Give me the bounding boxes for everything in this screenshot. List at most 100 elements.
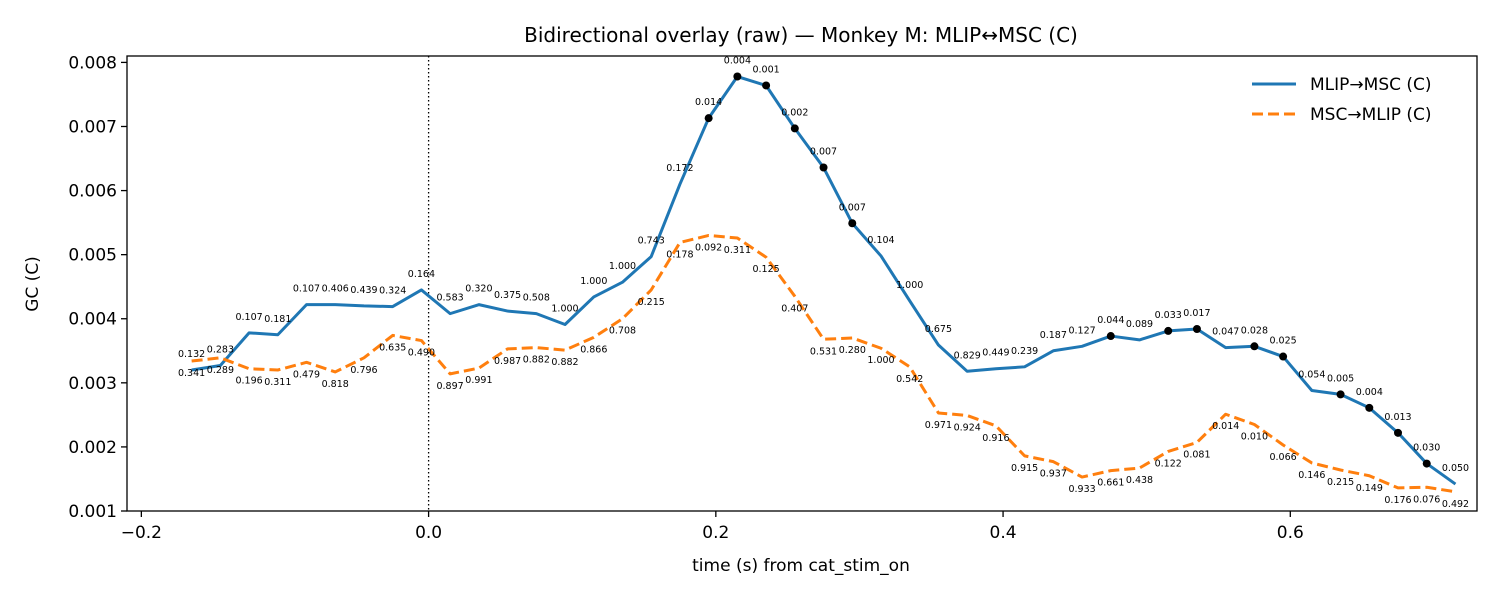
pvalue-label-mlip-to-msc: 0.005 [1327, 373, 1354, 384]
y-tick-label: 0.006 [68, 182, 117, 202]
pvalue-label-mlip-to-msc: 0.283 [207, 345, 234, 356]
pvalue-label-mlip-to-msc: 0.375 [494, 290, 521, 301]
pvalue-label-mlip-to-msc: 0.829 [954, 350, 981, 361]
significance-marker [790, 124, 799, 133]
pvalue-label-msc-to-mlip: 0.010 [1241, 432, 1268, 443]
pvalue-label-msc-to-mlip: 0.311 [264, 377, 291, 388]
pvalue-label-msc-to-mlip: 0.122 [1155, 458, 1182, 469]
x-tick-label: 0.2 [702, 523, 729, 543]
pvalue-label-mlip-to-msc: 0.054 [1298, 370, 1325, 381]
pvalue-label-mlip-to-msc: 0.047 [1212, 327, 1239, 338]
significance-marker [1394, 428, 1403, 437]
y-tick-label: 0.001 [68, 502, 117, 522]
pvalue-label-msc-to-mlip: 0.149 [1356, 483, 1383, 494]
pvalue-label-mlip-to-msc: 0.324 [379, 286, 406, 297]
pvalue-label-mlip-to-msc: 0.439 [350, 285, 377, 296]
significance-marker [1422, 459, 1431, 468]
significance-marker [1336, 390, 1345, 399]
y-tick-label: 0.008 [68, 53, 117, 73]
pvalue-label-msc-to-mlip: 0.916 [982, 433, 1009, 444]
x-tick-label: 0.0 [415, 523, 442, 543]
pvalue-label-mlip-to-msc: 0.127 [1068, 325, 1095, 336]
pvalue-label-msc-to-mlip: 0.661 [1097, 478, 1124, 489]
pvalue-label-mlip-to-msc: 0.089 [1126, 319, 1153, 330]
pvalue-label-msc-to-mlip: 0.490 [408, 348, 435, 359]
pvalue-label-mlip-to-msc: 0.013 [1384, 412, 1411, 423]
pvalue-label-mlip-to-msc: 0.033 [1155, 310, 1182, 321]
pvalue-label-mlip-to-msc: 0.172 [666, 163, 693, 174]
axes-frame [126, 55, 1478, 512]
pvalue-label-msc-to-mlip: 0.492 [1442, 499, 1469, 510]
pvalue-label-msc-to-mlip: 0.289 [207, 365, 234, 376]
pvalue-label-mlip-to-msc: 0.001 [752, 65, 779, 76]
pvalue-label-msc-to-mlip: 0.531 [810, 346, 837, 357]
pvalue-label-mlip-to-msc: 0.107 [293, 284, 320, 295]
pvalue-label-mlip-to-msc: 0.675 [925, 324, 952, 335]
pvalue-label-msc-to-mlip: 0.280 [839, 345, 866, 356]
significance-marker [762, 81, 771, 90]
series-line-mlip-to-msc [191, 75, 1457, 486]
pvalue-label-msc-to-mlip: 0.897 [436, 381, 463, 392]
pvalue-label-msc-to-mlip: 0.178 [666, 250, 693, 261]
pvalue-label-msc-to-mlip: 0.196 [235, 376, 262, 387]
y-axis-title: GC (C) [23, 256, 43, 312]
x-tick-label: 0.4 [990, 523, 1017, 543]
pvalue-label-msc-to-mlip: 0.215 [1327, 477, 1354, 488]
pvalue-label-mlip-to-msc: 0.583 [436, 293, 463, 304]
pvalue-label-msc-to-mlip: 0.882 [523, 355, 550, 366]
pvalue-label-msc-to-mlip: 0.991 [465, 375, 492, 386]
pvalue-label-mlip-to-msc: 0.107 [235, 312, 262, 323]
pvalue-label-msc-to-mlip: 0.125 [752, 264, 779, 275]
pvalue-label-msc-to-mlip: 0.915 [1011, 463, 1038, 474]
pvalue-label-mlip-to-msc: 0.187 [1040, 330, 1067, 341]
pvalue-label-msc-to-mlip: 0.215 [638, 297, 665, 308]
pvalue-label-mlip-to-msc: 0.030 [1413, 443, 1440, 454]
pvalue-label-mlip-to-msc: 0.449 [982, 348, 1009, 359]
pvalue-label-mlip-to-msc: 0.239 [1011, 346, 1038, 357]
pvalue-label-mlip-to-msc: 0.320 [465, 284, 492, 295]
pvalue-label-msc-to-mlip: 0.479 [293, 369, 320, 380]
pvalue-label-mlip-to-msc: 0.132 [178, 349, 205, 360]
pvalue-label-msc-to-mlip: 0.076 [1413, 494, 1440, 505]
significance-marker [819, 163, 828, 172]
pvalue-label-msc-to-mlip: 0.146 [1298, 470, 1325, 481]
significance-marker [1279, 352, 1288, 361]
pvalue-label-mlip-to-msc: 0.002 [781, 107, 808, 118]
y-tick-label: 0.005 [68, 246, 117, 266]
pvalue-label-mlip-to-msc: 0.743 [638, 236, 665, 247]
significance-marker [848, 219, 857, 228]
pvalue-label-mlip-to-msc: 0.406 [322, 284, 349, 295]
pvalue-label-msc-to-mlip: 0.882 [551, 357, 578, 368]
pvalue-label-msc-to-mlip: 0.818 [322, 379, 349, 390]
pvalue-label-mlip-to-msc: 0.004 [724, 56, 751, 67]
pvalue-label-msc-to-mlip: 0.987 [494, 356, 521, 367]
pvalue-label-mlip-to-msc: 0.007 [839, 202, 866, 213]
pvalue-label-msc-to-mlip: 0.542 [896, 374, 923, 385]
y-tick-label: 0.002 [68, 438, 117, 458]
pvalue-label-mlip-to-msc: 0.164 [408, 269, 435, 280]
y-tick-label: 0.004 [68, 310, 117, 330]
pvalue-label-mlip-to-msc: 0.181 [264, 314, 291, 325]
pvalue-label-mlip-to-msc: 0.508 [523, 293, 550, 304]
pvalue-label-mlip-to-msc: 0.007 [810, 147, 837, 158]
pvalue-label-msc-to-mlip: 0.081 [1183, 449, 1210, 460]
x-tick-label: −0.2 [121, 523, 162, 543]
pvalue-label-msc-to-mlip: 1.000 [867, 355, 894, 366]
pvalue-label-msc-to-mlip: 0.341 [178, 368, 205, 379]
significance-marker [733, 72, 742, 81]
pvalue-label-msc-to-mlip: 0.014 [1212, 421, 1239, 432]
pvalue-label-msc-to-mlip: 0.937 [1040, 469, 1067, 480]
pvalue-label-msc-to-mlip: 0.866 [580, 344, 607, 355]
legend-label: MSC→MLIP (C) [1310, 105, 1432, 125]
pvalue-label-mlip-to-msc: 0.028 [1241, 325, 1268, 336]
pvalue-label-msc-to-mlip: 0.933 [1068, 484, 1095, 495]
pvalue-label-mlip-to-msc: 0.014 [695, 97, 722, 108]
y-tick-label: 0.003 [68, 374, 117, 394]
pvalue-label-mlip-to-msc: 1.000 [551, 304, 578, 315]
chart-title: Bidirectional overlay (raw) — Monkey M: … [524, 23, 1078, 47]
legend-label: MLIP→MSC (C) [1310, 75, 1432, 95]
pvalue-label-mlip-to-msc: 0.025 [1269, 336, 1296, 347]
series-line-msc-to-mlip [191, 233, 1456, 494]
pvalue-label-msc-to-mlip: 0.407 [781, 303, 808, 314]
